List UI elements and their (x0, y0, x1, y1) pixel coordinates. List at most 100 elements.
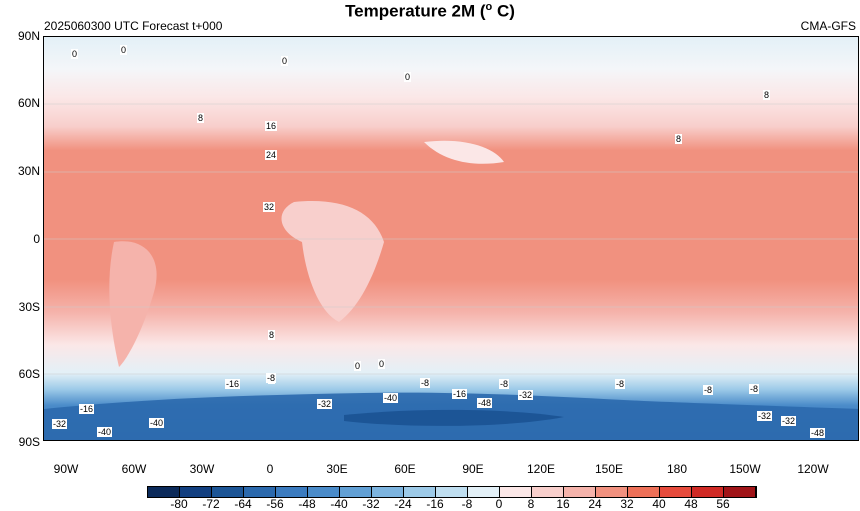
contour-label: 8 (197, 113, 205, 123)
colorbar-label: -64 (234, 497, 252, 511)
colorbar (147, 486, 757, 498)
lat-label: 60S (18, 367, 40, 381)
contour-label: 8 (763, 90, 771, 100)
contour-label: -32 (757, 411, 773, 421)
colorbar-swatch (532, 487, 564, 497)
contour-label: -40 (149, 418, 165, 428)
colorbar-swatch (372, 487, 404, 497)
colorbar-swatch (212, 487, 244, 497)
colorbar-label: -48 (298, 497, 316, 511)
contour-label: -32 (52, 419, 68, 429)
contour-label: 0 (404, 72, 412, 82)
colorbar-swatch (500, 487, 532, 497)
page-title: Temperature 2M (o C) (0, 1, 860, 22)
contour-label: -8 (420, 378, 431, 388)
contour-label: -8 (266, 373, 277, 383)
colorbar-swatch (276, 487, 308, 497)
lat-label: 0 (33, 232, 40, 246)
contour-label: 0 (71, 49, 79, 59)
contour-label: 0 (354, 361, 362, 371)
contour-label: -32 (317, 399, 333, 409)
colorbar-label: 24 (588, 497, 602, 511)
lon-label: 120E (526, 462, 556, 476)
grid-lines (44, 103, 858, 375)
africa (281, 201, 384, 322)
colorbar-label: 48 (684, 497, 698, 511)
colorbar-label: 8 (527, 497, 535, 511)
south-america (109, 241, 157, 367)
lat-label: 60N (17, 96, 40, 110)
contour-label: -16 (452, 389, 468, 399)
colorbar-swatch (436, 487, 468, 497)
lat-label: 90N (17, 29, 40, 43)
colorbar-label: -32 (362, 497, 380, 511)
contour-label: -16 (225, 379, 241, 389)
colorbar-label: 56 (716, 497, 730, 511)
contour-label: -48 (477, 398, 493, 408)
colorbar-swatch (596, 487, 628, 497)
forecast-time-label: 2025060300 UTC Forecast t+000 (44, 19, 223, 33)
colorbar-label: -24 (394, 497, 412, 511)
contour-label: 0 (281, 56, 289, 66)
lon-label: 60W (121, 462, 147, 476)
colorbar-label: -40 (330, 497, 348, 511)
contour-label: -8 (615, 379, 626, 389)
lon-label: 90E (462, 462, 484, 476)
title-text: Temperature 2M ( (345, 1, 486, 21)
colorbar-label: -16 (426, 497, 444, 511)
lon-label: 150E (594, 462, 624, 476)
contour-label: -40 (97, 427, 113, 437)
lon-label: 180 (666, 462, 688, 476)
lon-label: 120W (797, 462, 829, 476)
lon-label: 60E (394, 462, 416, 476)
colorbar-swatch (180, 487, 212, 497)
colorbar-swatch (724, 487, 756, 497)
contour-label: 32 (263, 202, 276, 212)
contour-label: -8 (499, 379, 510, 389)
colorbar-label: -72 (202, 497, 220, 511)
colorbar-swatch (308, 487, 340, 497)
contour-label: 16 (265, 121, 278, 131)
contour-label: -32 (518, 390, 534, 400)
contour-label: -8 (749, 384, 760, 394)
contour-label: 24 (265, 150, 278, 160)
title-degree: o (485, 1, 493, 13)
colorbar-label: 40 (652, 497, 666, 511)
colorbar-swatch (564, 487, 596, 497)
contour-label: 8 (675, 134, 683, 144)
lon-label: 150W (729, 462, 761, 476)
lon-label: 90W (53, 462, 79, 476)
map-panel: 0 0 0 0 8 8 8 8 16 24 32 8 0 0 -16 -8 -8… (43, 36, 859, 441)
lat-label: 30S (18, 300, 40, 314)
colorbar-label: 16 (556, 497, 570, 511)
contour-label: 0 (120, 45, 128, 55)
colorbar-swatch (244, 487, 276, 497)
colorbar-label: 0 (495, 497, 503, 511)
lat-label: 90S (18, 435, 40, 449)
temperature-map (44, 37, 858, 440)
lon-label: 30W (189, 462, 215, 476)
contour-label: 8 (268, 330, 276, 340)
colorbar-swatch (628, 487, 660, 497)
antarctica-core (344, 409, 564, 426)
colorbar-swatch (468, 487, 500, 497)
model-label: CMA-GFS (800, 19, 856, 33)
contour-label: 0 (378, 359, 386, 369)
contour-label: -32 (781, 416, 797, 426)
contour-label: -48 (810, 428, 826, 438)
lon-label: 30E (326, 462, 348, 476)
colorbar-label: -56 (266, 497, 284, 511)
colorbar-swatch (404, 487, 436, 497)
colorbar-swatch (340, 487, 372, 497)
contour-label: -8 (703, 385, 714, 395)
lat-label: 30N (17, 164, 40, 178)
contour-label: -16 (79, 404, 95, 414)
title-unit: C) (492, 1, 515, 21)
colorbar-label: 32 (620, 497, 634, 511)
lon-label: 0 (266, 462, 274, 476)
asia-plateau (424, 140, 504, 164)
colorbar-swatch (660, 487, 692, 497)
colorbar-swatch (692, 487, 724, 497)
contour-label: -40 (383, 393, 399, 403)
colorbar-label: -8 (461, 497, 473, 511)
